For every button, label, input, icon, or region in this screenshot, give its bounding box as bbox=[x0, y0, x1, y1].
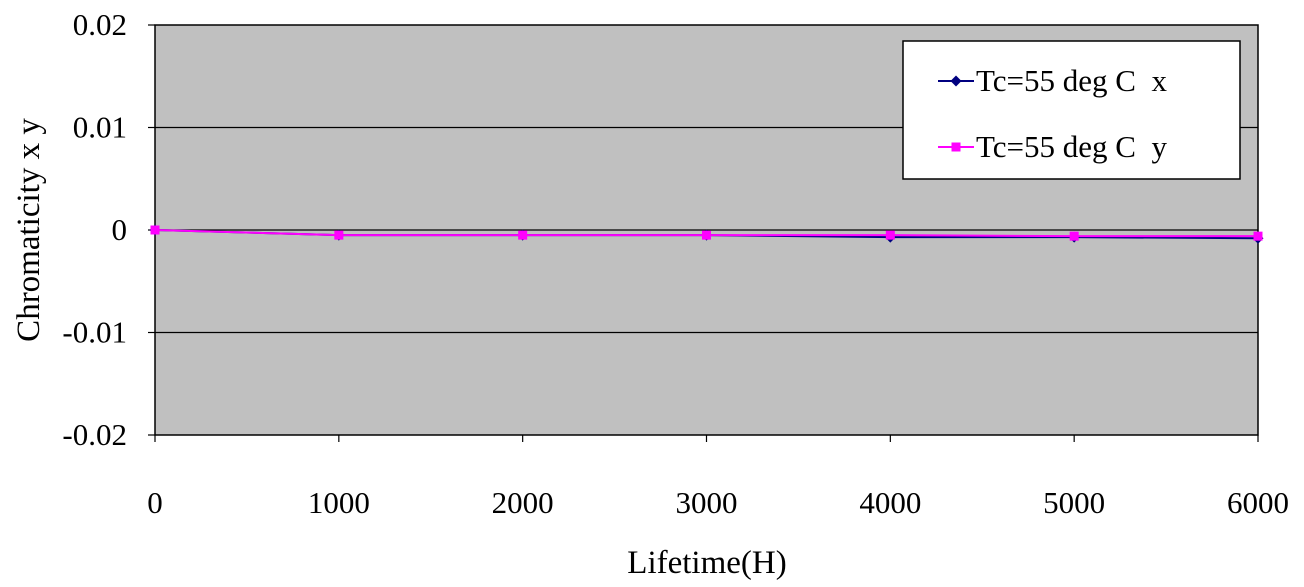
legend-marker bbox=[950, 75, 962, 87]
x-tick-label: 6000 bbox=[1227, 485, 1289, 520]
y-tick-label: 0 bbox=[112, 212, 128, 247]
y-axis-title: Chromaticity x y bbox=[11, 118, 47, 342]
x-tick-label: 0 bbox=[147, 485, 163, 520]
data-point-marker bbox=[1253, 231, 1263, 241]
x-axis-ticks: 0 1000 2000 3000 4000 5000 6000 bbox=[147, 435, 1289, 520]
y-tick-label: 0.01 bbox=[73, 110, 127, 145]
series-layer bbox=[149, 224, 1264, 244]
x-axis-title: Lifetime(H) bbox=[627, 545, 786, 581]
x-tick-label: 4000 bbox=[859, 485, 921, 520]
data-point-marker bbox=[334, 230, 344, 240]
legend-label: Tc=55 deg C x bbox=[976, 63, 1167, 98]
legend-box bbox=[902, 40, 1241, 180]
y-axis-ticks: 0.02 0.01 0 -0.01 -0.02 bbox=[62, 7, 155, 452]
data-point-marker bbox=[1069, 231, 1079, 241]
legend-item: Tc=55 deg C y bbox=[938, 129, 1167, 164]
y-tick-label: -0.01 bbox=[62, 315, 127, 350]
data-point-marker bbox=[885, 230, 895, 240]
x-tick-label: 2000 bbox=[492, 485, 554, 520]
y-tick-label: -0.02 bbox=[62, 417, 127, 452]
x-tick-label: 1000 bbox=[308, 485, 370, 520]
y-tick-label: 0.02 bbox=[73, 7, 127, 42]
legend-label: Tc=55 deg C y bbox=[976, 129, 1167, 164]
x-tick-label: 5000 bbox=[1043, 485, 1105, 520]
x-tick-label: 3000 bbox=[676, 485, 738, 520]
series-y bbox=[150, 225, 1263, 241]
data-point-marker bbox=[518, 230, 528, 240]
data-point-marker bbox=[150, 225, 160, 235]
legend-item: Tc=55 deg C x bbox=[938, 63, 1167, 98]
legend-marker bbox=[951, 142, 961, 152]
legend: Tc=55 deg C x Tc=55 deg C y bbox=[902, 40, 1241, 180]
data-point-marker bbox=[702, 230, 711, 240]
